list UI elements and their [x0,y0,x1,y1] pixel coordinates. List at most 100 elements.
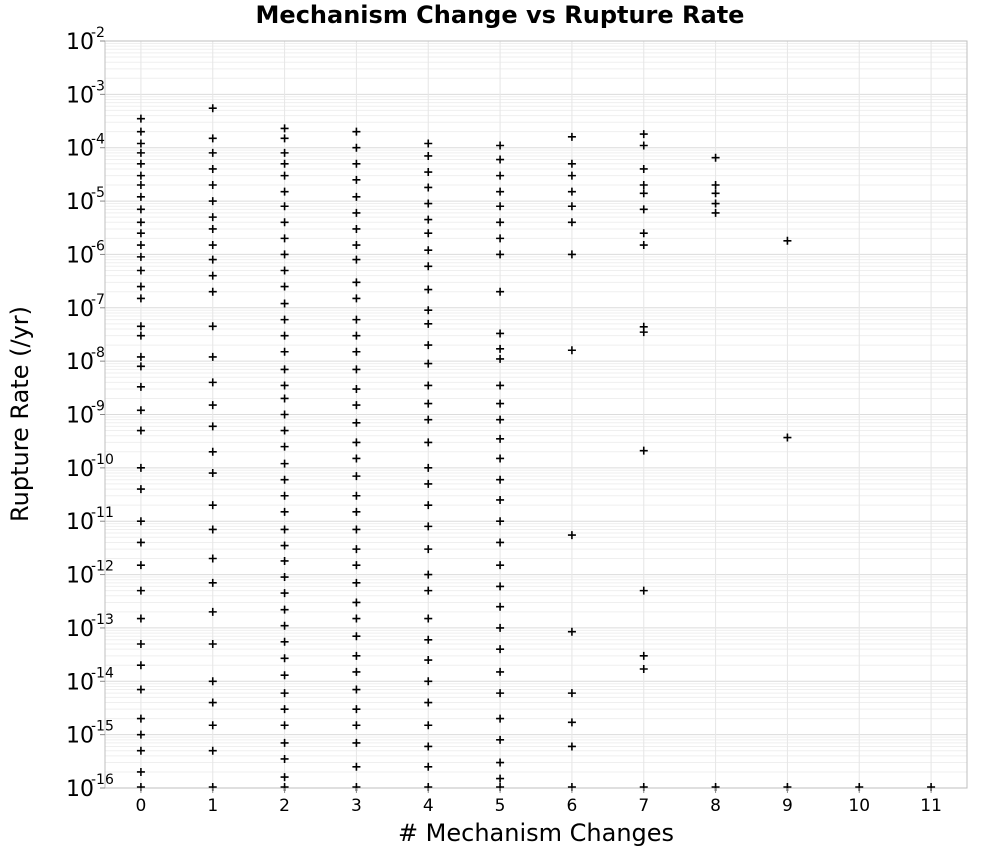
data-point [352,738,361,747]
data-point [208,501,217,510]
data-point [496,381,505,390]
y-axis-label: Rupture Rate (/yr) [6,306,34,522]
data-point [208,197,217,206]
data-point [639,241,648,250]
y-tick-exponent: -7 [91,292,105,308]
x-axis-label: # Mechanism Changes [398,819,674,847]
data-point [280,556,289,565]
data-point [280,202,289,211]
data-point [352,418,361,427]
data-point [567,250,576,259]
data-point [352,507,361,516]
data-point [136,127,145,136]
data-point [496,538,505,547]
data-point [280,459,289,468]
x-tick-label: 7 [638,796,649,816]
data-point [424,479,433,488]
data-point [424,698,433,707]
data-point [496,354,505,363]
data-point [424,151,433,160]
x-tick-label: 2 [279,796,290,816]
data-point [136,639,145,648]
data-point [136,205,145,214]
data-point [496,689,505,698]
data-point [208,104,217,113]
data-point [567,627,576,636]
data-point [639,651,648,660]
data-point [136,322,145,331]
data-point [424,183,433,192]
data-point [352,762,361,771]
data-point [136,714,145,723]
data-point [352,705,361,714]
data-point [136,241,145,250]
data-points [136,104,936,791]
y-tick-label: 10 [66,297,94,322]
y-tick-exponent: -16 [91,772,114,788]
data-point [639,446,648,455]
data-point [136,730,145,739]
data-point [496,415,505,424]
data-point [280,250,289,259]
data-point [280,738,289,747]
y-tick-label: 10 [66,350,94,375]
data-point [352,331,361,340]
data-point [280,525,289,534]
x-tick-label: 9 [782,796,793,816]
data-point [496,155,505,164]
y-tick-exponent: -8 [91,345,105,361]
y-tick-exponent: -2 [91,25,105,41]
y-tick-exponent: -3 [91,78,105,94]
data-point [352,255,361,264]
data-point [352,347,361,356]
data-point [639,205,648,214]
data-point [496,495,505,504]
data-point [280,426,289,435]
data-point [567,218,576,227]
data-point [424,570,433,579]
data-point [424,215,433,224]
data-point [280,507,289,516]
data-point [136,406,145,415]
data-point [424,438,433,447]
data-point [639,189,648,198]
data-point [280,159,289,168]
data-point [280,442,289,451]
data-point [352,241,361,250]
data-point [424,677,433,686]
data-point [208,607,217,616]
y-tick-exponent: -9 [91,399,105,415]
data-point [280,394,289,403]
data-point [280,773,289,782]
data-point [136,586,145,595]
data-point [352,632,361,641]
y-tick-label: 10 [66,83,94,108]
data-point [136,463,145,472]
chart-title: Mechanism Change vs Rupture Rate [256,1,745,29]
data-point [208,721,217,730]
data-point [136,114,145,123]
data-point [280,347,289,356]
data-point [352,491,361,500]
data-point [352,614,361,623]
data-point [352,401,361,410]
data-point [424,341,433,350]
data-point [424,463,433,472]
data-point [208,469,217,478]
data-point [496,667,505,676]
data-point [639,181,648,190]
data-point [208,677,217,686]
data-point [352,685,361,694]
data-point [496,250,505,259]
x-tick-label: 0 [136,796,147,816]
x-axis-ticks: 0 1 2 3 4 5 6 7 8 9 10 11 [136,788,942,816]
data-point [424,635,433,644]
data-point [424,246,433,255]
data-point [496,714,505,723]
y-tick-exponent: -11 [91,505,114,521]
data-point [496,171,505,180]
data-point [639,164,648,173]
data-point [352,667,361,676]
data-point [639,141,648,150]
data-point [711,181,720,190]
